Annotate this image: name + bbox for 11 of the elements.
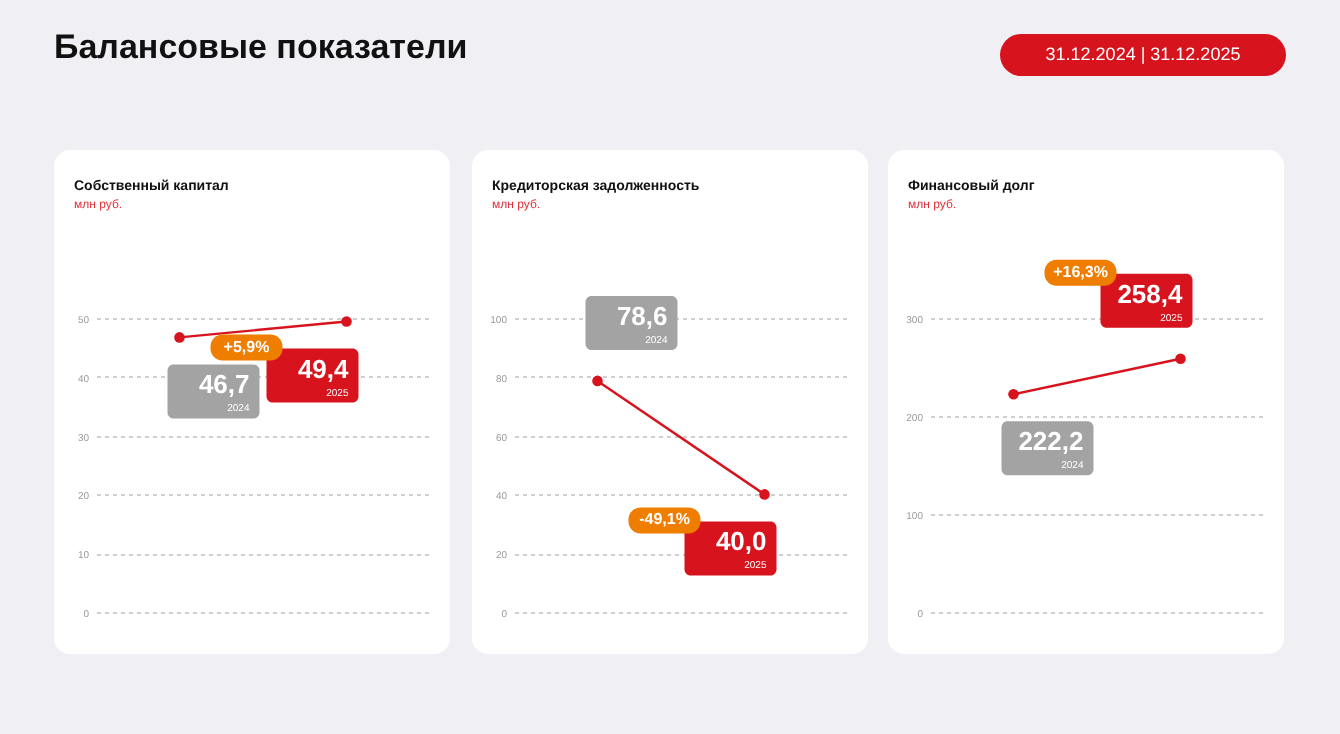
data-label: 46,7 bbox=[198, 369, 250, 400]
text: 31.12.2024 | 31.12.2025 bbox=[1000, 34, 1286, 76]
data-label: 78,6 bbox=[616, 300, 668, 331]
annotation: -49,1% bbox=[639, 510, 690, 529]
text: +16,3% bbox=[1053, 262, 1108, 281]
data-label: 49,4 bbox=[297, 353, 351, 384]
data-label: 222,2 bbox=[1018, 426, 1084, 457]
data-label: 40,0 bbox=[715, 526, 767, 557]
annotation: +5,9% bbox=[223, 337, 270, 356]
data-label: 258,4 bbox=[1117, 278, 1185, 309]
text: Балансовые показатели bbox=[54, 28, 468, 68]
